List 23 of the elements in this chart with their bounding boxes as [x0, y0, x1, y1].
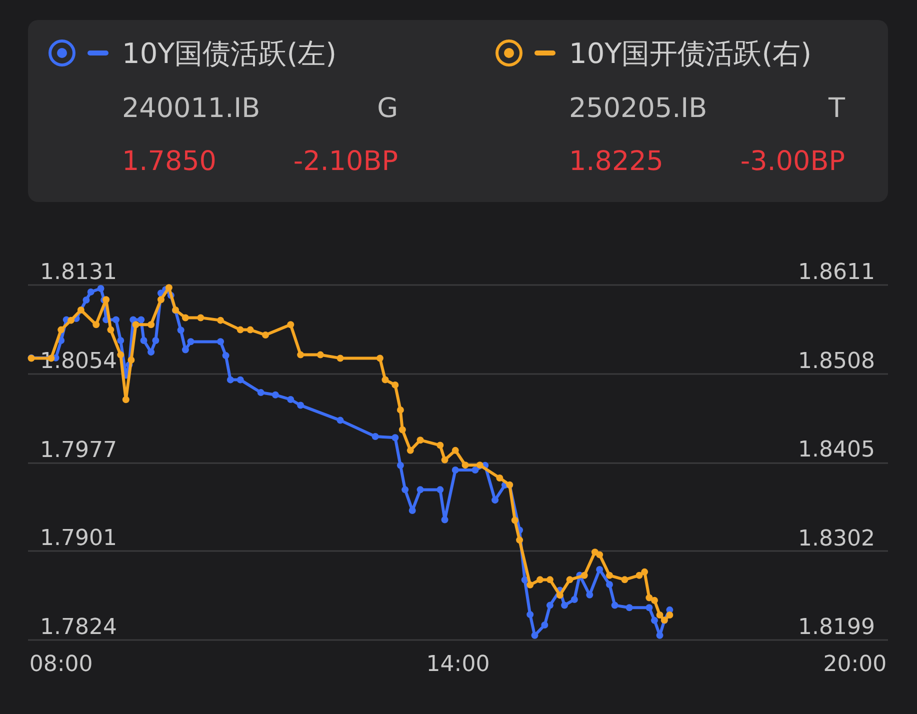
y-tick-label: 1.7824	[40, 615, 117, 640]
x-tick-label: 20:00	[823, 652, 887, 677]
text: 250205.IB	[569, 93, 708, 124]
text: G	[377, 93, 398, 124]
text: 1.7850	[122, 146, 216, 177]
text: 240011.IB	[122, 93, 260, 124]
y2-tick-label: 1.8508	[798, 348, 875, 374]
text: T	[828, 93, 846, 124]
y2-tick-label: 1.8611	[798, 260, 875, 285]
y-tick-label: 1.8054	[40, 349, 117, 374]
y-tick-label: 1.7901	[40, 526, 117, 551]
x-tick-label: 08:00	[29, 652, 93, 677]
y2-tick-label: 1.8405	[798, 438, 875, 462]
text: 1.8225	[569, 146, 664, 177]
text: -2.10BP	[293, 146, 398, 177]
y2-tick-label: 1.8199	[798, 615, 875, 640]
legend-label: 10Y国债活跃(左)	[122, 37, 337, 70]
text: -3.00BP	[740, 146, 845, 177]
y2-tick-label: 1.8302	[798, 526, 875, 552]
y-tick-label: 1.7977	[40, 438, 117, 464]
y-tick-label: 1.8131	[40, 260, 117, 285]
legend-label: 10Y国开债活跃(右)	[569, 37, 812, 70]
x-tick-label: 14:00	[426, 652, 490, 677]
